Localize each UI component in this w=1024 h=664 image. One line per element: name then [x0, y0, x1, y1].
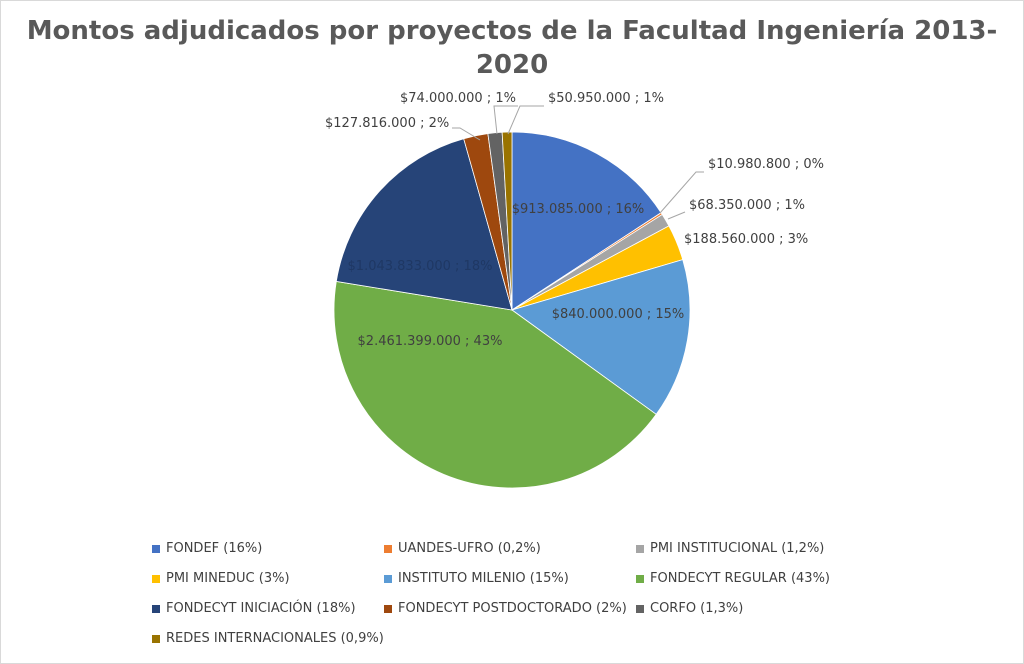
legend-label: UANDES-UFRO (0,2%): [398, 541, 541, 556]
legend-label: CORFO (1,3%): [650, 601, 744, 616]
chart-title: Montos adjudicados por proyectos de la F…: [0, 14, 1024, 82]
data-label: $10.980.800 ; 0%: [708, 157, 824, 172]
legend-item: FONDECYT POSTDOCTORADO (2%): [384, 598, 636, 619]
legend-item: INSTITUTO MILENIO (15%): [384, 568, 636, 589]
legend-swatch: [636, 544, 644, 553]
leader-line: [507, 105, 544, 135]
legend-item: FONDECYT INICIACIÓN (18%): [152, 598, 384, 619]
legend-label: FONDECYT INICIACIÓN (18%): [166, 601, 356, 616]
data-label: $913.085.000 ; 16%: [512, 202, 645, 217]
pie-slice: [501, 131, 513, 311]
legend-label: INSTITUTO MILENIO (15%): [398, 571, 569, 586]
legend-item: CORFO (1,3%): [636, 598, 856, 619]
legend-item: UANDES-UFRO (0,2%): [384, 538, 636, 559]
legend-swatch: [152, 544, 160, 553]
legend-swatch: [384, 574, 392, 583]
legend-swatch: [152, 574, 160, 583]
pie-slice: [333, 280, 657, 489]
legend-item: FONDEF (16%): [152, 538, 384, 559]
chart-title-line-2: 2020: [475, 50, 549, 80]
legend-label: FONDECYT POSTDOCTORADO (2%): [398, 601, 627, 616]
pie-slices: [333, 131, 691, 489]
data-label: $68.350.000 ; 1%: [689, 198, 805, 213]
legend-label: FONDECYT REGULAR (43%): [650, 571, 830, 586]
legend-item: REDES INTERNACIONALES (0,9%): [152, 628, 384, 649]
chart-title-line-1: Montos adjudicados por proyectos de la F…: [26, 16, 998, 46]
legend-swatch: [152, 634, 160, 643]
legend-label: FONDEF (16%): [166, 541, 263, 556]
leader-line: [659, 171, 704, 214]
data-labels: $913.085.000 ; 16% $10.980.800 ; 0% $68.35…: [325, 91, 824, 349]
data-label: $1.043.833.000 ; 18%: [348, 259, 493, 274]
legend-swatch: [152, 604, 160, 613]
leader-line: [493, 105, 518, 135]
legend-swatch: [636, 574, 644, 583]
data-label: $74.000.000 ; 1%: [400, 91, 516, 106]
data-label: $127.816.000 ; 2%: [325, 116, 449, 131]
pie-slice: [511, 131, 662, 311]
data-label: $840.000.000 ; 15%: [552, 307, 685, 322]
data-label: $50.950.000 ; 1%: [548, 91, 664, 106]
legend-swatch: [384, 544, 392, 553]
legend-label: REDES INTERNACIONALES (0,9%): [166, 631, 384, 646]
pie-slice: [511, 259, 691, 415]
leader-line: [667, 211, 686, 220]
legend-item: FONDECYT REGULAR (43%): [636, 568, 856, 589]
legend-swatch: [636, 604, 644, 613]
data-label: $188.560.000 ; 3%: [684, 232, 808, 247]
legend-label: PMI INSTITUCIONAL (1,2%): [650, 541, 825, 556]
pie-slice: [335, 138, 513, 311]
data-label: $2.461.399.000 ; 43%: [358, 334, 503, 349]
legend-item: PMI INSTITUCIONAL (1,2%): [636, 538, 856, 559]
legend-item: PMI MINEDUC (3%): [152, 568, 384, 589]
legend-swatch: [384, 604, 392, 613]
chart-legend: FONDEF (16%) UANDES-UFRO (0,2%) PMI INSTIT…: [152, 538, 856, 649]
leader-line: [452, 127, 481, 141]
legend-label: PMI MINEDUC (3%): [166, 571, 290, 586]
